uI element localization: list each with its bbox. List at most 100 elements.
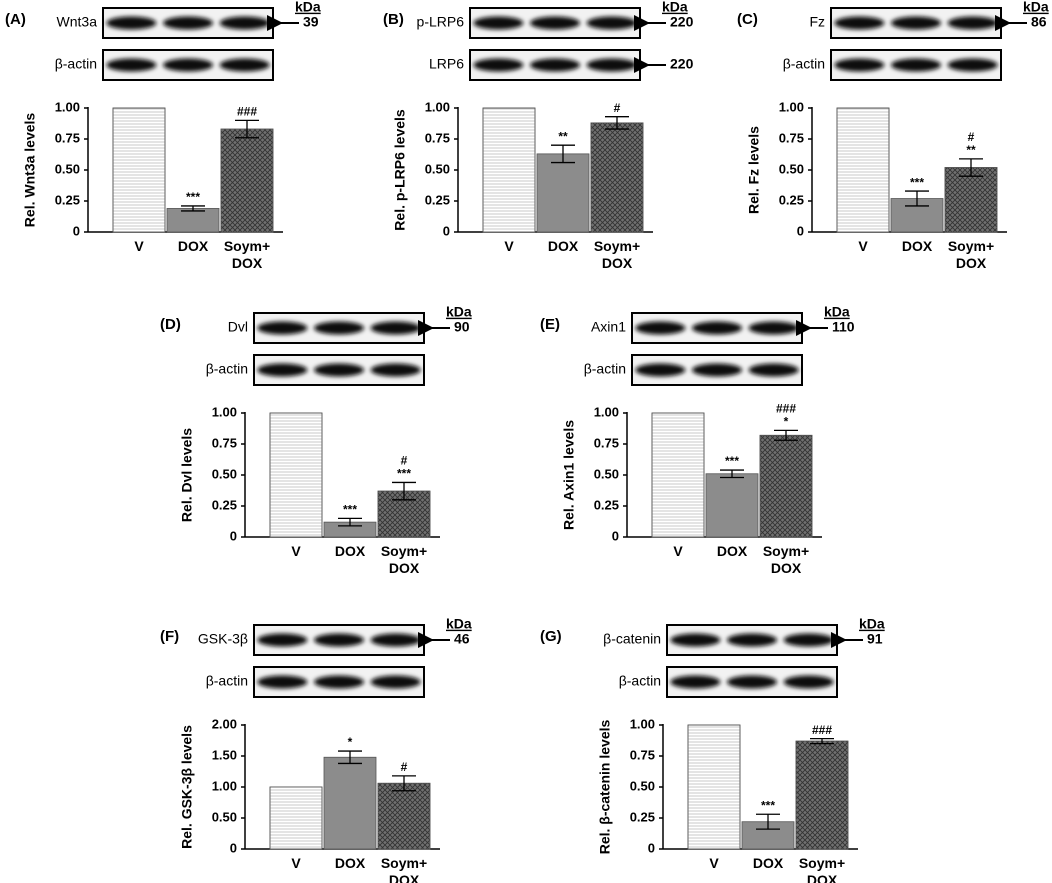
bar-texture <box>269 412 323 538</box>
y-tick-label: 0.75 <box>425 130 450 145</box>
blot-band <box>473 16 524 30</box>
significance: *** <box>343 503 357 517</box>
blot-label: GSK-3β <box>198 631 248 647</box>
blot-band <box>947 16 998 30</box>
bar-texture <box>687 724 741 850</box>
x-tick-label: V <box>134 238 144 254</box>
y-tick-label: 0 <box>797 223 804 238</box>
blot-band <box>530 58 580 72</box>
blot-label: β-actin <box>783 56 825 72</box>
x-tick-label: V <box>858 238 868 254</box>
kda-header: kDa <box>824 304 850 320</box>
blot-band <box>834 58 885 72</box>
significance: *** <box>186 190 200 204</box>
blot-band <box>783 633 834 647</box>
blot-band <box>257 633 308 647</box>
x-tick-label: Soym+ DOX <box>762 543 810 576</box>
kda-header: kDa <box>859 616 885 632</box>
y-tick-label: 0.75 <box>55 130 80 145</box>
blot-label: LRP6 <box>429 56 464 72</box>
bar-texture <box>590 122 644 233</box>
significance: *** <box>397 467 411 481</box>
x-tick-label: Soym+ DOX <box>380 543 428 576</box>
blot-band <box>727 675 777 689</box>
y-tick-label: 1.00 <box>212 778 237 793</box>
blot-band <box>586 16 637 30</box>
y-tick-label: 1.00 <box>425 99 450 114</box>
x-tick-label: V <box>504 238 514 254</box>
x-tick-label: V <box>291 855 301 871</box>
x-tick-label: DOX <box>752 855 784 871</box>
y-tick-label: 0.75 <box>779 130 804 145</box>
blot-band <box>834 16 885 30</box>
panel-label: (D) <box>160 316 181 333</box>
blot-band <box>370 633 421 647</box>
significance: # <box>614 101 621 115</box>
panel-label: (B) <box>383 11 404 28</box>
significance: # <box>968 130 975 144</box>
blot-band <box>748 321 799 335</box>
blot-band <box>727 633 777 647</box>
y-tick-label: 0 <box>230 840 237 855</box>
blot-label: β-actin <box>206 361 248 377</box>
y-tick-label: 0 <box>230 528 237 543</box>
blot-band <box>257 363 308 377</box>
y-tick-label: 0.50 <box>630 778 655 793</box>
bar-texture <box>220 128 274 233</box>
bar-texture <box>112 107 166 233</box>
panel-label: (A) <box>5 11 26 28</box>
blot-label: p-LRP6 <box>417 14 465 30</box>
bar-texture <box>795 740 849 850</box>
blot-band <box>783 675 834 689</box>
significance: * <box>784 415 789 429</box>
blot-label: β-actin <box>206 673 248 689</box>
y-tick-label: 1.00 <box>55 99 80 114</box>
y-axis-label: Rel. Axin1 levels <box>561 420 577 530</box>
bar <box>166 208 220 233</box>
kda-value: 91 <box>867 631 883 647</box>
x-tick-label: Soym+ DOX <box>223 238 271 271</box>
y-tick-label: 0.50 <box>425 161 450 176</box>
x-tick-label: V <box>709 855 719 871</box>
blot-label: β-actin <box>619 673 661 689</box>
y-axis-label: Rel. Dvl levels <box>179 428 195 522</box>
x-tick-label: DOX <box>547 238 579 254</box>
blot-label: Dvl <box>228 319 248 335</box>
blot-band <box>891 58 941 72</box>
y-tick-label: 0.75 <box>212 435 237 450</box>
y-axis-label: Rel. β-catenin levels <box>597 719 613 854</box>
y-tick-label: 0.50 <box>55 161 80 176</box>
x-tick-label: DOX <box>177 238 209 254</box>
blot-band <box>947 58 998 72</box>
y-tick-label: 0.50 <box>594 466 619 481</box>
bar-texture <box>759 434 813 538</box>
blot-band <box>106 58 157 72</box>
significance: ** <box>558 129 568 143</box>
kda-header: kDa <box>295 0 321 15</box>
y-tick-label: 0.50 <box>212 466 237 481</box>
significance: ### <box>812 723 832 737</box>
x-tick-label: V <box>291 543 301 559</box>
y-tick-label: 0 <box>648 840 655 855</box>
blot-band <box>163 16 213 30</box>
y-tick-label: 0 <box>612 528 619 543</box>
significance: ### <box>237 105 257 119</box>
y-tick-label: 1.00 <box>594 404 619 419</box>
significance: # <box>401 760 408 774</box>
y-tick-label: 1.00 <box>779 99 804 114</box>
bar <box>536 153 590 233</box>
kda-value: 39 <box>303 14 319 30</box>
kda-header: kDa <box>662 0 688 15</box>
y-tick-label: 0.50 <box>212 809 237 824</box>
significance: ** <box>966 143 976 157</box>
y-tick-label: 0.25 <box>594 497 619 512</box>
blot-band <box>257 675 308 689</box>
blot-band <box>586 58 637 72</box>
panel-label: (F) <box>160 628 179 645</box>
x-tick-label: Soym+ DOX <box>593 238 641 271</box>
blot-band <box>370 321 421 335</box>
blot-band <box>219 58 270 72</box>
bar-texture <box>836 107 890 233</box>
blot-band <box>219 16 270 30</box>
